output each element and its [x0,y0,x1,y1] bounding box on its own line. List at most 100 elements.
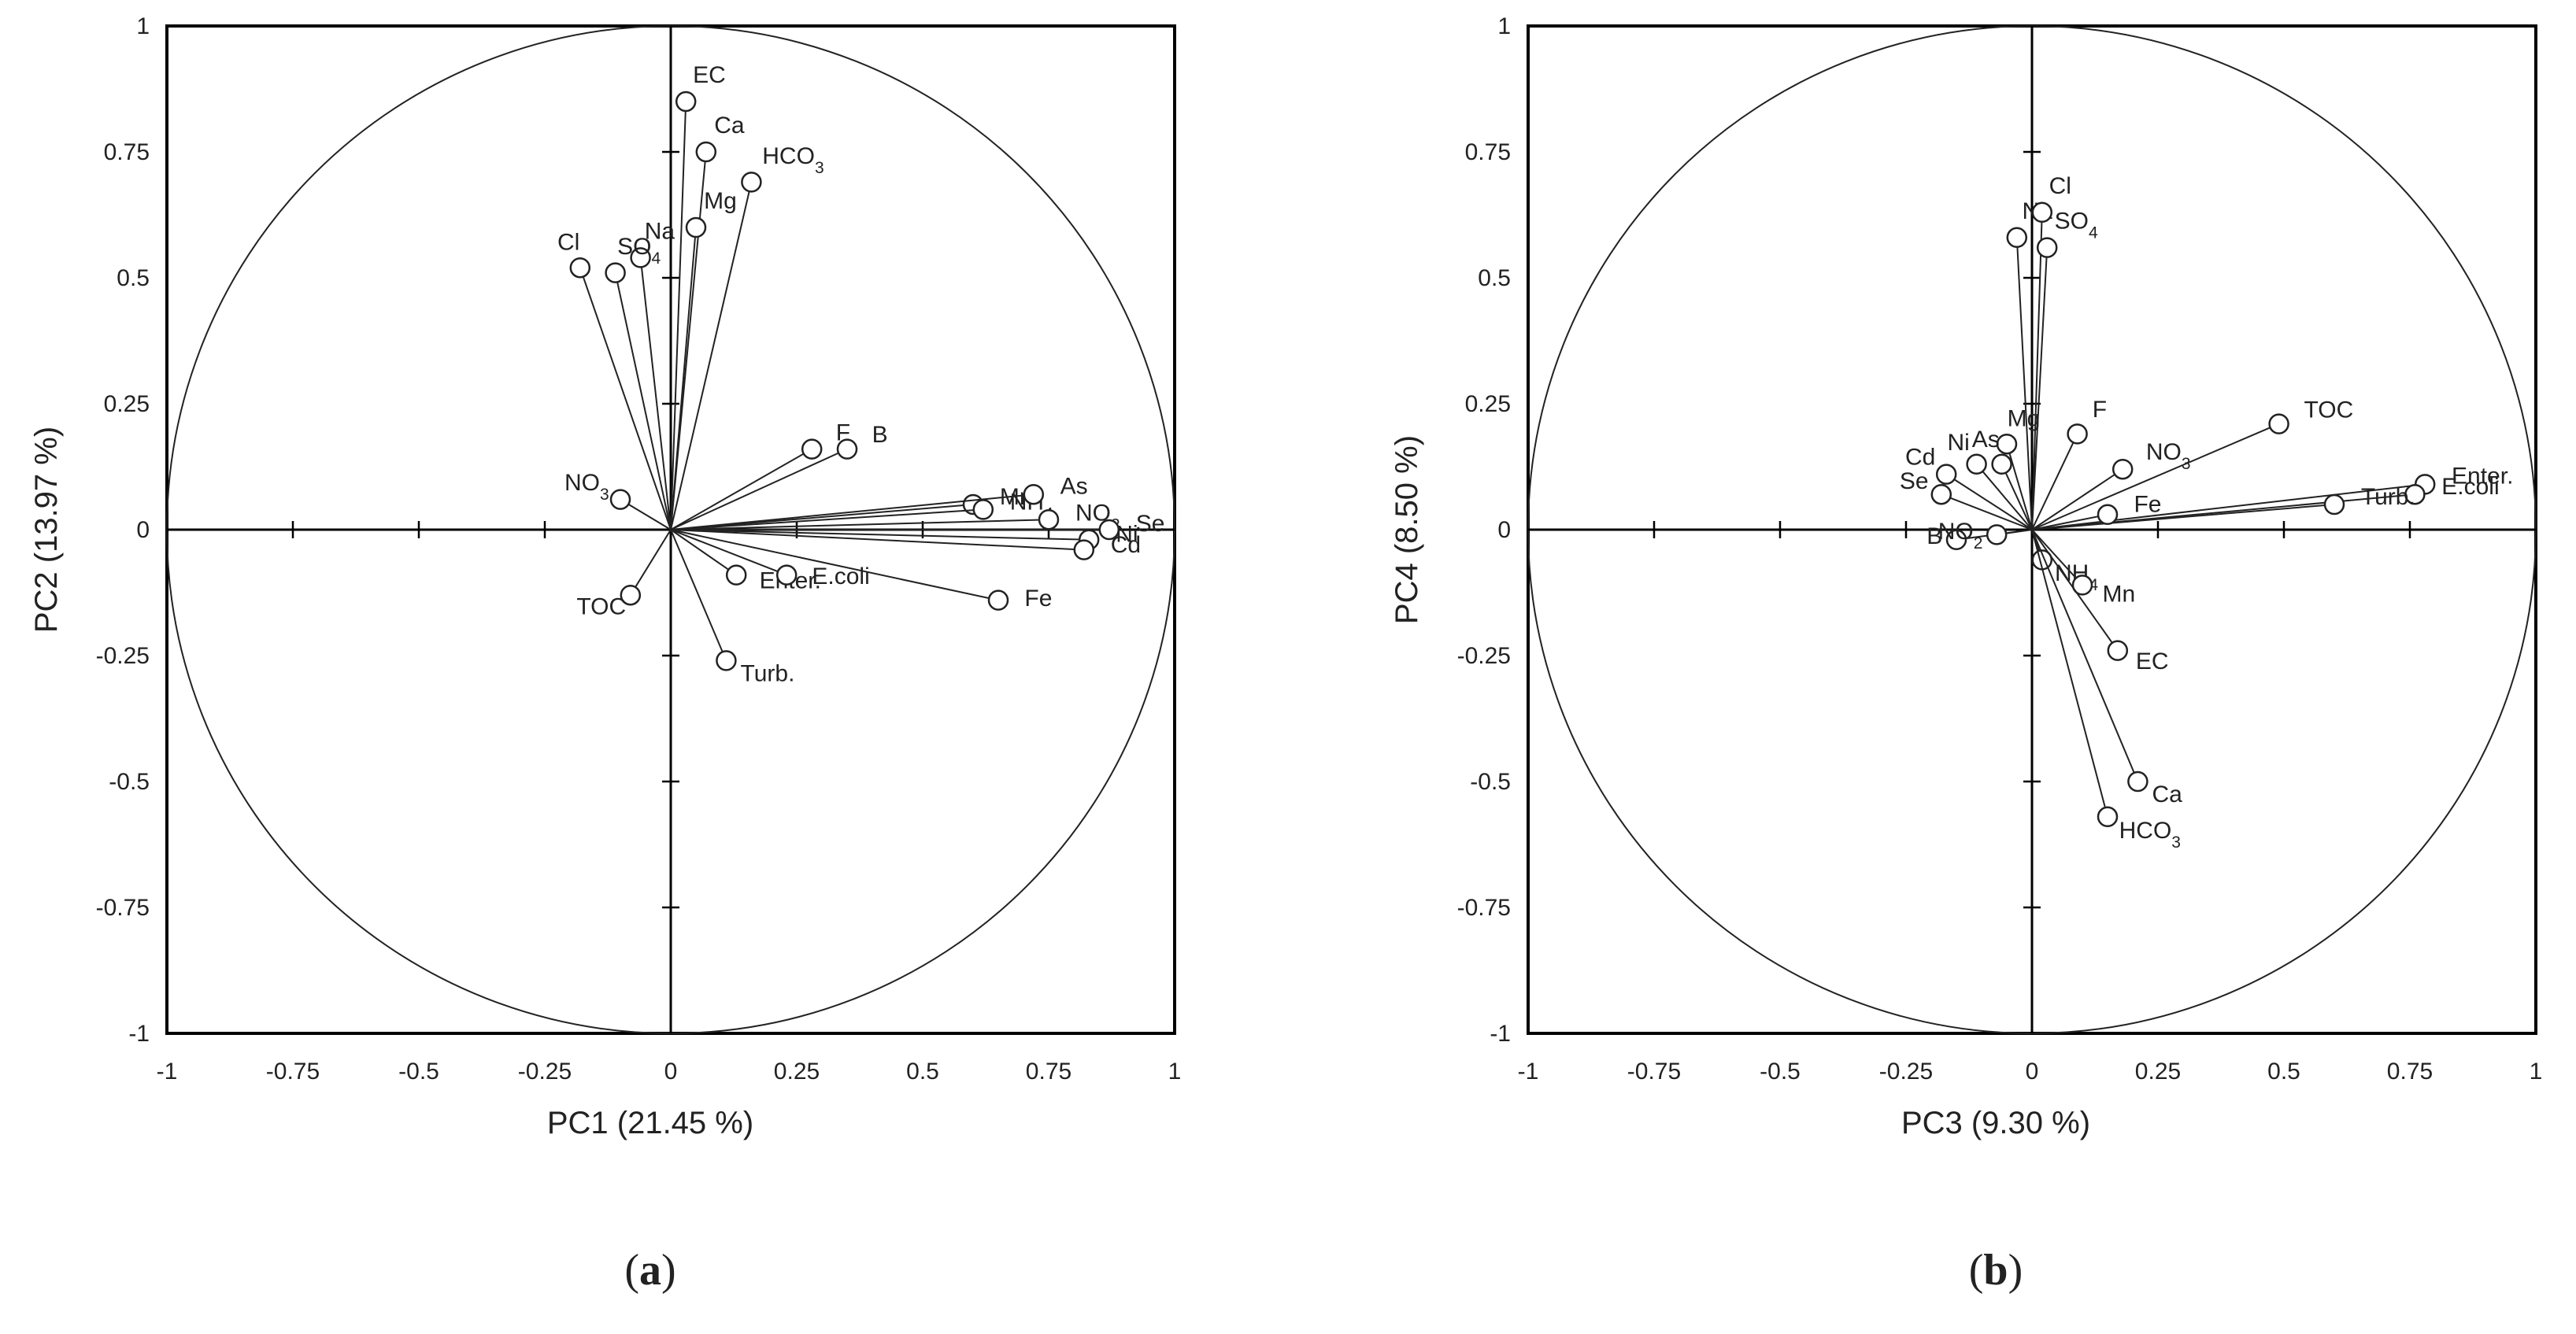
point-label-as-a: As [1060,474,1088,500]
point-no2-a [1038,508,1060,530]
subfigure-label-b: (b) [1969,1246,2023,1295]
point-label-as-b: As [1972,427,2000,453]
point-turb-a [716,650,737,671]
point-no3-b [2112,458,2134,480]
point-label-ca-a: Ca [714,113,745,139]
point-label-turb-b: Turb. [2361,484,2415,510]
subfigure-label-a: (a) [624,1246,675,1295]
point-ec-a [675,91,697,113]
point-label-se-a: Se [1136,511,1165,537]
vector-so4-a [614,272,672,530]
vector-hco3-b [2031,529,2108,818]
y-tick-label-a: 0.25 [104,391,150,417]
point-so4-a [605,262,626,283]
point-label-cd-b: Cd [1905,444,1935,470]
point-label-f-b: F [2093,397,2107,423]
point-label-cd-a: Cd [1111,532,1141,558]
vector-turb-a [670,529,727,661]
point-f-a [801,438,823,460]
plot-area-b: -1 -1 -0.75 -0.75 -0.5 -0.5 -0.25 -0.25 0 0 0.25 0.… [1457,13,2543,1085]
point-no2-b [1986,524,2008,545]
point-mg-b [1996,433,2018,455]
x-tick-label-b: -1 [1518,1059,1539,1085]
point-label-no3-b: NO3 [2146,439,2191,473]
y-tick-label-b: 0.75 [1465,139,1511,165]
point-na-b [2006,227,2028,249]
point-cl-b [2031,201,2053,224]
point-label-cl-a: Cl [557,230,579,256]
point-as-b [1991,453,2012,475]
vector-fe-b [2031,513,2108,530]
point-ni-b [1966,453,1987,475]
point-mg-a [685,216,707,238]
point-hco3-a [741,172,762,193]
point-label-so4-a: SO4 [617,234,661,268]
point-label-no3-a: NO3 [564,470,609,504]
vector-b-a [670,448,848,530]
y-tick-label-a: 0.75 [104,139,150,165]
vector-hco3-a [670,182,753,530]
point-mn-b [2071,575,2093,596]
point-ca-a [695,141,717,163]
vector-mg-b [2006,443,2033,530]
x-tick-label-a: -0.5 [398,1059,439,1085]
point-cl-a [569,257,591,279]
point-toc-a [620,584,642,606]
vector-toc-a [629,529,672,596]
y-tick-label-a: 0.5 [117,265,150,291]
vector-cl-a [579,267,672,530]
y-tick-label-b: 1 [1497,13,1511,39]
point-label-mn-b: Mn [2102,582,2135,608]
vector-mn-b [2031,529,2083,586]
vector-ni-b [1975,464,2033,530]
vector-ec-a [670,101,687,530]
point-se-a [1098,519,1120,541]
vector-turb-b [2031,504,2335,530]
point-b-b [1945,529,1967,551]
point-hco3-b [2097,806,2119,828]
vector-ni-a [670,529,1090,541]
point-label-so4-b: SO4 [2055,209,2098,242]
point-ca-b [2127,770,2149,793]
y-tick-label-b: 0 [1497,517,1511,543]
x-tick-label-b: 0.5 [2267,1059,2300,1085]
vector-mg-a [670,227,697,530]
y-tick-label-b: -0.5 [1470,769,1511,795]
point-label-toc-a: TOC [576,593,626,619]
y-tick-label-a: -0.25 [96,643,150,669]
point-label-b-b: B [1926,523,1942,549]
point-fe-a [987,589,1009,611]
x-tick-label-a: -0.25 [518,1059,572,1085]
vector-fe-a [670,529,999,601]
vector-cl-b [2031,212,2043,530]
point-enter-a [725,564,747,586]
point-so4-b [2036,237,2058,258]
y-tick-label-a: 0 [136,517,150,543]
x-tick-label-b: 0.25 [2135,1059,2181,1085]
vector-ca-b [2031,529,2139,782]
x-tick-label-b: -0.5 [1760,1059,1801,1085]
vector-ec-b [2031,529,2119,652]
point-label-ni-a: Ni [1116,521,1138,547]
point-b-a [836,438,858,460]
point-label-hco3-b: HCO3 [2119,818,2181,852]
point-label-e-coli-a: E.coli [812,564,869,589]
panel-a: -1 -1 -0.75 -0.75 -0.5 -0.5 -0.25 -0.25 0 0 0.25 0.… [29,13,1181,1295]
x-tick-label-a: 0.5 [906,1059,939,1085]
vector-e-coli-a [670,529,787,576]
x-axis-label-b: PC3 (9.30 %) [1901,1106,2090,1140]
x-tick-label-b: 1 [2530,1059,2543,1085]
y-tick-label-b: -0.25 [1457,643,1511,669]
point-cd-a [1073,539,1095,560]
x-axis-label-a: PC1 (21.45 %) [547,1106,753,1140]
point-label-cl-b: Cl [2049,173,2071,199]
vector-nh4-a [670,508,983,530]
vector-na-b [2015,237,2033,530]
point-label-no2-b: NO2 [1938,519,1983,552]
point-label-enter-b: Enter. [2452,463,2513,489]
vector-no3-b [2031,468,2123,530]
point-na-a [630,247,651,268]
y-tick-label-a: -1 [128,1021,150,1047]
point-cd-b [1935,464,1957,485]
vector-cd-a [670,529,1084,551]
